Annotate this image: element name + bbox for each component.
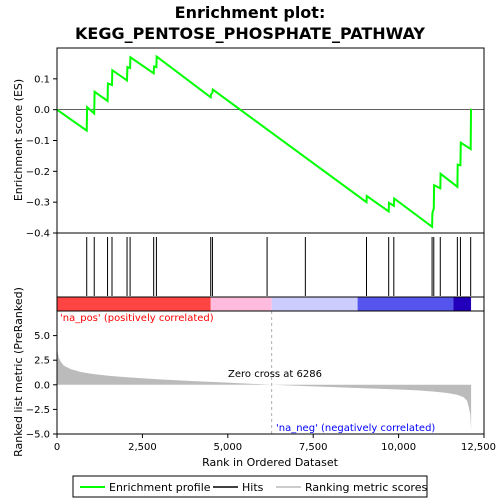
x-tick-label: 0 xyxy=(54,442,60,453)
rank-color-bar xyxy=(56,296,485,312)
legend-enrichment-label: Enrichment profile xyxy=(109,481,211,494)
es-y-tick-label: −0.4 xyxy=(26,229,50,240)
metric-y-axis-label: Ranked list metric (PreRanked) xyxy=(12,287,25,457)
es-y-tick-label: 0.1 xyxy=(34,74,50,85)
x-tick-label: 5,000 xyxy=(213,442,242,453)
x-tick-label: 7,500 xyxy=(299,442,328,453)
color-bar-segment xyxy=(271,297,358,311)
hits-panel xyxy=(56,232,485,298)
ranking-metric-area xyxy=(57,345,472,431)
legend: Enrichment profile Hits Ranking metric s… xyxy=(72,475,428,498)
es-y-tick-label: −0.2 xyxy=(26,167,50,178)
negative-correlation-label: 'na_neg' (negatively correlated) xyxy=(276,423,435,434)
zero-cross-label: Zero cross at 6286 xyxy=(228,369,322,380)
es-panel: 0.1 0.0 −0.1 −0.2 −0.3 −0.4 Enrichment score … xyxy=(12,47,485,240)
chart-title-line1: Enrichment plot: xyxy=(175,3,326,22)
x-tick-label: 12,500 xyxy=(461,442,496,453)
positive-correlation-label: 'na_pos' (positively correlated) xyxy=(60,313,214,324)
metric-y-tick-label: 2.5 xyxy=(34,356,50,367)
metric-y-ticks: 5.0 2.5 0.0 −2.5 −5.0 xyxy=(26,331,57,441)
metric-x-ticks: 0 2,500 5,000 7,500 10,000 12,500 xyxy=(54,434,496,453)
es-y-tick-label: 0.0 xyxy=(34,105,50,116)
legend-metric-label: Ranking metric scores xyxy=(305,481,427,494)
es-y-tick-label: −0.1 xyxy=(26,136,50,147)
x-tick-label: 2,500 xyxy=(128,442,157,453)
color-bar-segment xyxy=(210,297,272,311)
es-y-tick-label: −0.3 xyxy=(26,198,50,209)
metric-y-tick-label: 5.0 xyxy=(34,331,50,342)
legend-hits-label: Hits xyxy=(242,481,264,494)
color-bar-segment xyxy=(453,297,472,311)
es-y-ticks: 0.1 0.0 −0.1 −0.2 −0.3 −0.4 xyxy=(26,74,57,240)
x-tick-label: 10,000 xyxy=(381,442,416,453)
color-bar-segment xyxy=(357,297,454,311)
chart-title-line2: KEGG_PENTOSE_PHOSPHATE_PATHWAY xyxy=(75,24,425,43)
metric-y-tick-label: −5.0 xyxy=(26,430,50,441)
metric-y-tick-label: 0.0 xyxy=(34,380,50,391)
hit-lines xyxy=(86,237,472,296)
es-y-axis-label: Enrichment score (ES) xyxy=(12,79,25,201)
color-bar-segment xyxy=(57,297,211,311)
ranked-metric-panel: 'na_pos' (positively correlated) 'na_neg… xyxy=(12,287,496,469)
enrichment-profile-line xyxy=(56,54,472,229)
metric-y-tick-label: −2.5 xyxy=(26,405,50,416)
x-axis-label: Rank in Ordered Dataset xyxy=(202,456,339,469)
